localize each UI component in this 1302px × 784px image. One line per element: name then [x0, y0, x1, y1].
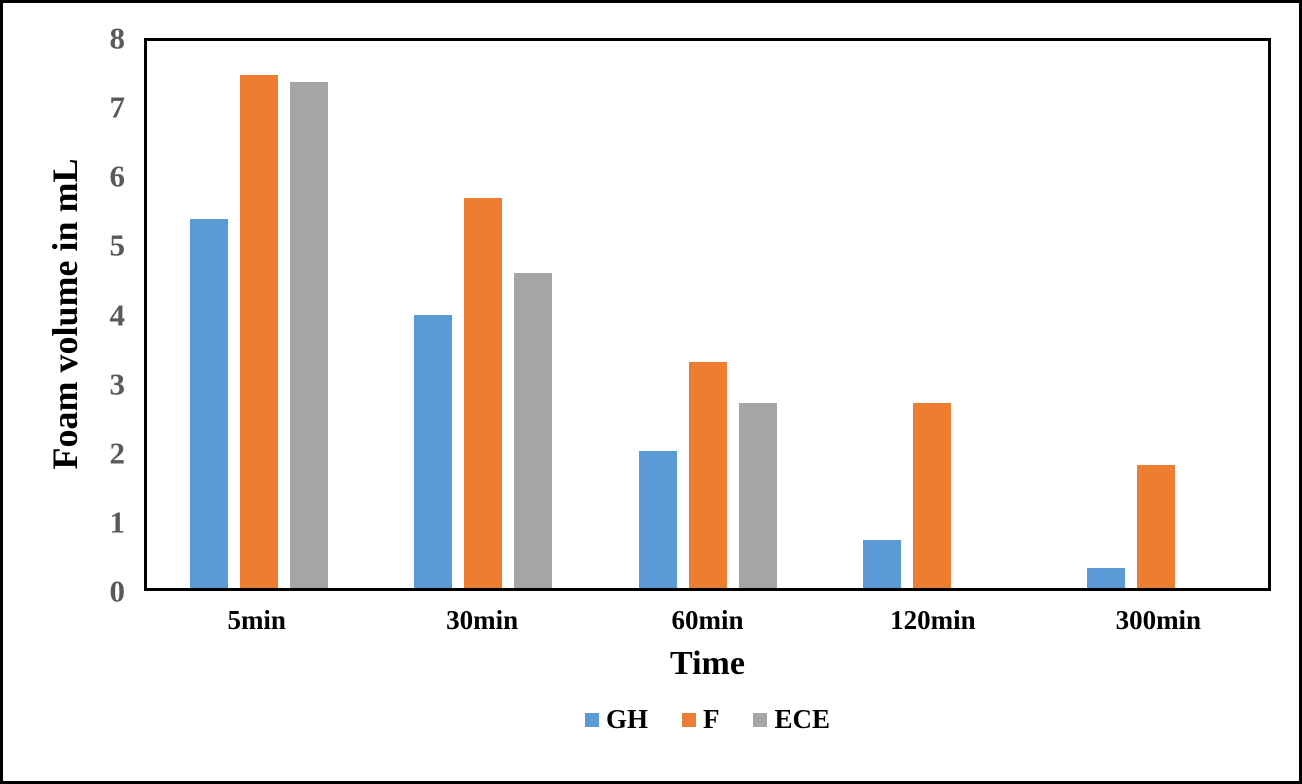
legend-item-ECE: ECE — [753, 706, 830, 733]
bar-GH-60min — [638, 451, 677, 588]
bar-F-60min — [688, 362, 727, 588]
y-tick-5: 5 — [109, 227, 126, 263]
legend-swatch-GH — [584, 712, 599, 727]
x-axis-title: Time — [670, 645, 745, 682]
bar-group-60min — [595, 41, 819, 588]
y-tick-1: 1 — [109, 504, 126, 540]
bar-F-5min — [240, 75, 279, 588]
legend-label-GH: GH — [605, 704, 648, 734]
bar-group-30min — [371, 41, 595, 588]
x-tick-120min: 120min — [890, 605, 976, 635]
y-tick-4: 4 — [109, 297, 126, 332]
bar-groups — [147, 41, 1268, 588]
legend-swatch-F — [681, 712, 696, 727]
x-axis-tick-labels: 5min 30min 60min 120min 300min — [144, 607, 1271, 634]
bar-GH-120min — [862, 540, 901, 588]
y-tick-3: 3 — [109, 366, 126, 402]
bar-GH-300min — [1086, 567, 1125, 588]
bar-ECE-60min — [738, 403, 777, 588]
bar-group-5min — [147, 41, 371, 588]
y-axis-tick-labels: 0 1 2 3 4 5 6 7 8 — [3, 23, 126, 607]
y-tick-6: 6 — [109, 158, 126, 194]
bar-group-120min — [820, 41, 1044, 588]
x-tick-30min: 30min — [446, 605, 519, 635]
bar-ECE-30min — [514, 273, 553, 588]
bar-F-300min — [1136, 464, 1175, 588]
x-tick-5min: 5min — [227, 605, 286, 635]
bar-F-120min — [912, 403, 951, 588]
y-tick-2: 2 — [109, 435, 126, 471]
bar-GH-5min — [190, 218, 229, 588]
legend-label-ECE: ECE — [774, 704, 831, 734]
y-tick-8: 8 — [109, 20, 126, 56]
bar-F-30min — [464, 198, 503, 588]
x-tick-300min: 300min — [1115, 605, 1202, 635]
legend: GH F ECE — [144, 706, 1271, 733]
bar-group-300min — [1044, 41, 1268, 588]
legend-swatch-ECE — [753, 712, 768, 727]
legend-label-F: F — [702, 704, 720, 734]
legend-item-GH: GH — [584, 704, 648, 734]
legend-item-F: F — [681, 704, 720, 734]
bar-GH-30min — [414, 314, 453, 588]
bar-ECE-5min — [290, 82, 329, 588]
y-tick-0: 0 — [109, 573, 126, 609]
plot-area — [144, 38, 1271, 591]
x-tick-60min: 60min — [671, 605, 744, 635]
y-tick-7: 7 — [109, 89, 126, 125]
